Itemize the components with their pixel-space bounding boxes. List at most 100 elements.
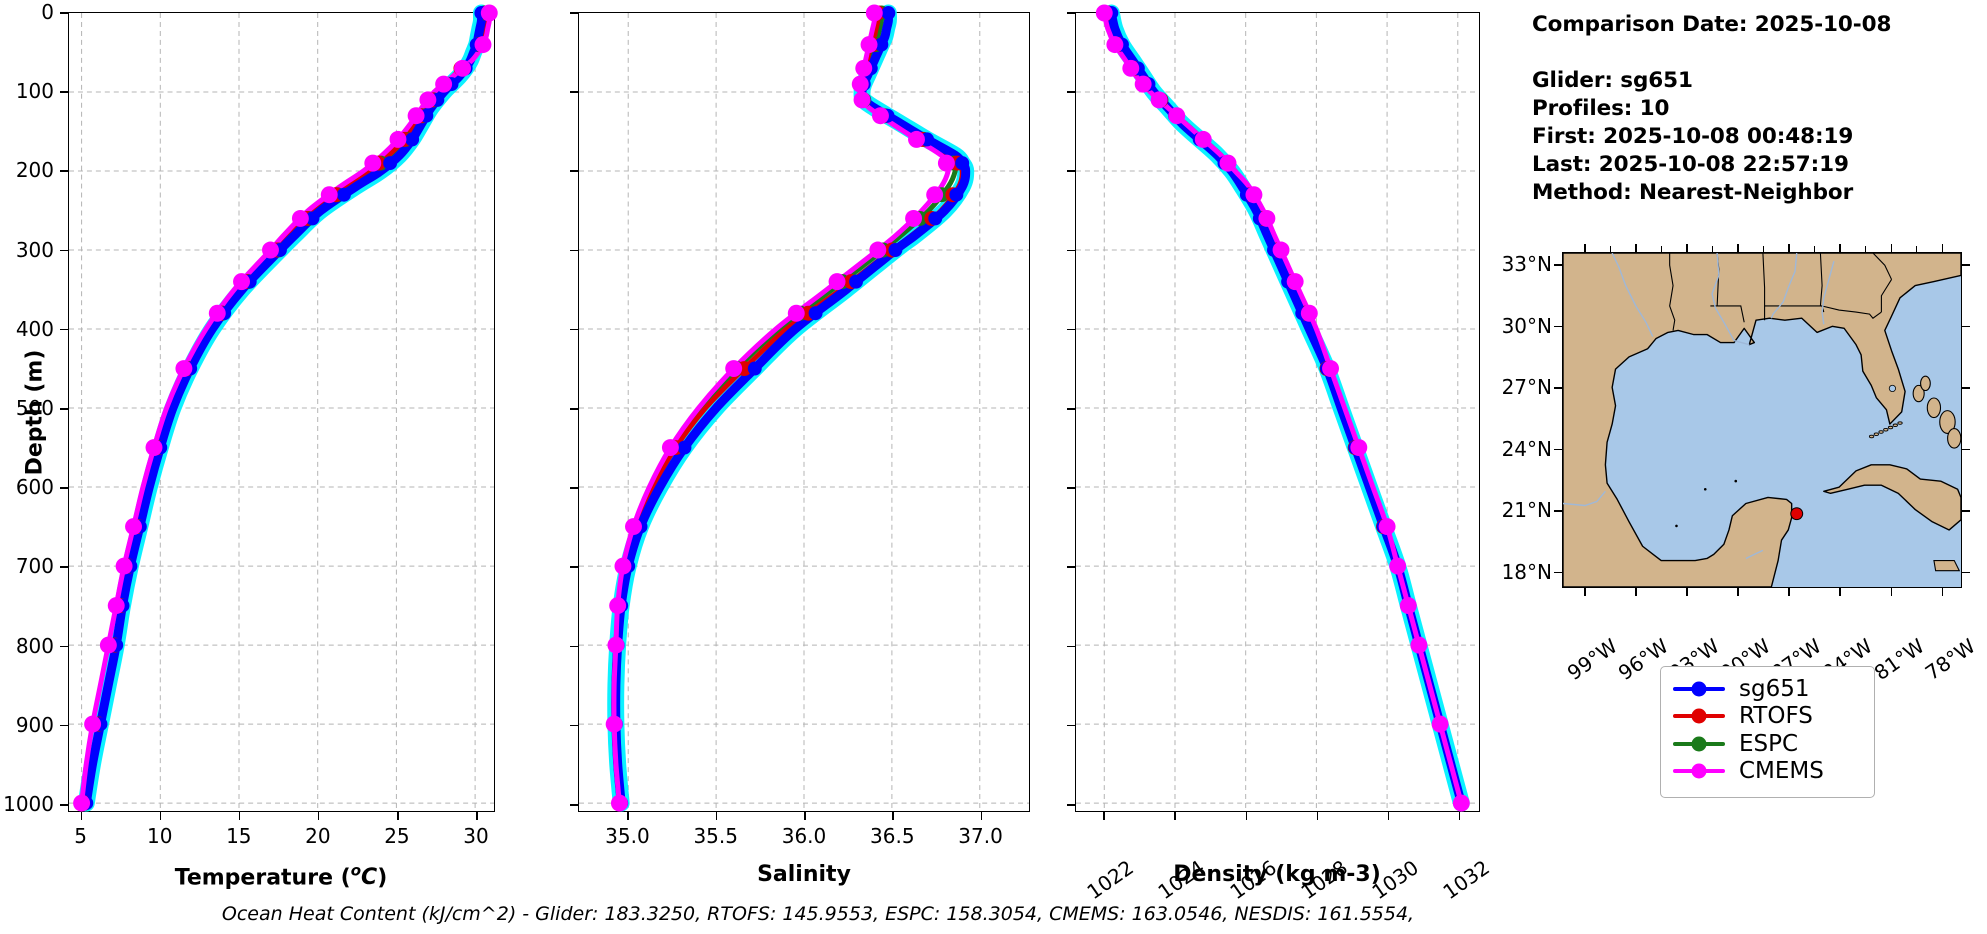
map-longitude-label: 78°W — [1920, 633, 1980, 686]
salinity-panel — [578, 4, 1030, 812]
map-minor-tick — [1762, 246, 1765, 252]
map-minor-tick — [1584, 246, 1586, 252]
map-minor-tick — [1737, 246, 1739, 252]
depth-tick-label: 100 — [15, 79, 54, 104]
map-minor-tick — [1660, 246, 1663, 252]
map-tick-mark — [1584, 588, 1586, 596]
map-minor-tick — [1864, 246, 1867, 252]
depth-tick-label: 0 — [41, 0, 54, 24]
axis-tick-label: 36.5 — [870, 824, 915, 848]
depth-tick-label: 900 — [15, 712, 54, 737]
axis-tick-mark — [1458, 812, 1461, 820]
depth-tick-label: 600 — [15, 475, 54, 500]
last-profile-text: Last: 2025-10-08 22:57:19 — [1532, 152, 1849, 177]
map-minor-tick — [1788, 246, 1790, 252]
axis-tick-mark — [159, 812, 162, 820]
map-latitude-label: 27°N — [1501, 375, 1552, 400]
salinity-axis-title: Salinity — [757, 862, 851, 887]
axis-tick-mark — [570, 566, 578, 569]
density-panel — [1075, 4, 1480, 812]
legend-line-swatch — [1673, 763, 1725, 779]
map-minor-tick — [1916, 246, 1918, 252]
axis-tick-mark — [1067, 645, 1075, 648]
axis-tick-mark — [396, 812, 399, 820]
axis-tick-mark — [60, 645, 68, 648]
axis-tick-mark — [60, 328, 68, 331]
axis-tick-mark — [1067, 12, 1075, 14]
map-tick-mark — [1554, 325, 1562, 328]
temperature-panel — [68, 4, 498, 812]
map-tick-mark — [1554, 448, 1562, 451]
map-tick-mark — [1554, 387, 1562, 389]
axis-tick-mark — [60, 408, 68, 410]
axis-tick-mark — [1067, 724, 1075, 727]
map-tick-mark — [1839, 588, 1842, 596]
map-tick-mark — [1737, 588, 1739, 596]
first-profile-text: First: 2025-10-08 00:48:19 — [1532, 124, 1854, 149]
axis-tick-mark — [1067, 408, 1075, 410]
axis-tick-mark — [980, 812, 983, 820]
axis-tick-mark — [1387, 812, 1390, 820]
glider-text: Glider: sg651 — [1532, 68, 1693, 93]
axis-tick-mark — [60, 249, 68, 252]
depth-tick-label: 700 — [15, 554, 54, 579]
axis-tick-label: 36.0 — [781, 824, 827, 848]
temperature-plot-area — [69, 4, 498, 812]
axis-tick-mark — [570, 408, 578, 410]
legend-item-cmems[interactable]: CMEMS — [1661, 758, 1874, 786]
axis-tick-label: 10 — [146, 824, 173, 848]
axis-tick-mark — [570, 724, 578, 727]
temperature-axis-title: Temperature (oC) — [174, 862, 388, 891]
legend-line-swatch — [1673, 681, 1725, 697]
map-tick-mark — [1941, 588, 1944, 596]
axis-tick-mark — [570, 12, 578, 14]
axis-tick-label: 5 — [74, 824, 88, 848]
axis-tick-mark — [1067, 566, 1075, 569]
axis-tick-mark — [60, 804, 68, 806]
comparison-date-text: Comparison Date: 2025-10-08 — [1532, 12, 1892, 37]
axis-tick-label: 35.5 — [693, 824, 738, 848]
axis-tick-mark — [570, 645, 578, 648]
legend-line-swatch — [1673, 708, 1725, 724]
legend-label: sg651 — [1739, 675, 1810, 702]
map-latitude-label: 21°N — [1501, 498, 1552, 523]
map-latitude-label: 24°N — [1501, 436, 1552, 461]
axis-tick-label: 15 — [226, 824, 252, 848]
depth-tick-label: 200 — [15, 158, 54, 183]
depth-tick-label: 400 — [15, 316, 54, 341]
axis-tick-mark — [1174, 812, 1177, 820]
map-minor-tick — [1839, 246, 1841, 252]
map-tick-mark — [1635, 588, 1637, 596]
map-minor-tick — [1635, 246, 1637, 252]
map-latitude-label: 30°N — [1501, 313, 1552, 338]
map-latitude-label: 18°N — [1501, 559, 1552, 584]
axis-tick-mark — [1067, 249, 1075, 252]
axis-tick-mark — [1103, 812, 1105, 820]
depth-axis-title: Depth (m) — [22, 349, 48, 476]
legend-item-espc[interactable]: ESPC — [1661, 730, 1874, 758]
map-tick-mark — [1962, 448, 1970, 451]
map-tick-mark — [1962, 264, 1970, 266]
axis-tick-mark — [804, 812, 806, 820]
map-minor-tick — [1941, 246, 1943, 252]
axis-tick-mark — [715, 812, 718, 820]
map-minor-tick — [1890, 246, 1892, 252]
map-minor-tick — [1813, 246, 1816, 252]
map-tick-mark — [1890, 588, 1893, 596]
ocean-heat-content-footnote: Ocean Heat Content (kJ/cm^2) - Glider: 1… — [221, 903, 1415, 925]
axis-tick-mark — [60, 170, 68, 172]
legend-item-rtofs[interactable]: RTOFS — [1661, 703, 1874, 731]
axis-tick-mark — [1067, 804, 1075, 806]
axis-tick-mark — [476, 812, 478, 820]
axis-tick-mark — [570, 170, 578, 172]
axis-tick-mark — [60, 487, 68, 489]
map-tick-mark — [1554, 571, 1562, 574]
gulf-of-mexico-map — [1563, 253, 1961, 587]
axis-tick-label: 20 — [305, 824, 331, 848]
legend-item-sg651[interactable]: sg651 — [1661, 675, 1874, 703]
axis-tick-mark — [570, 249, 578, 252]
axis-tick-label: 37.0 — [958, 824, 1003, 848]
profiles-text: Profiles: 10 — [1532, 96, 1670, 121]
depth-tick-label: 800 — [15, 633, 54, 658]
